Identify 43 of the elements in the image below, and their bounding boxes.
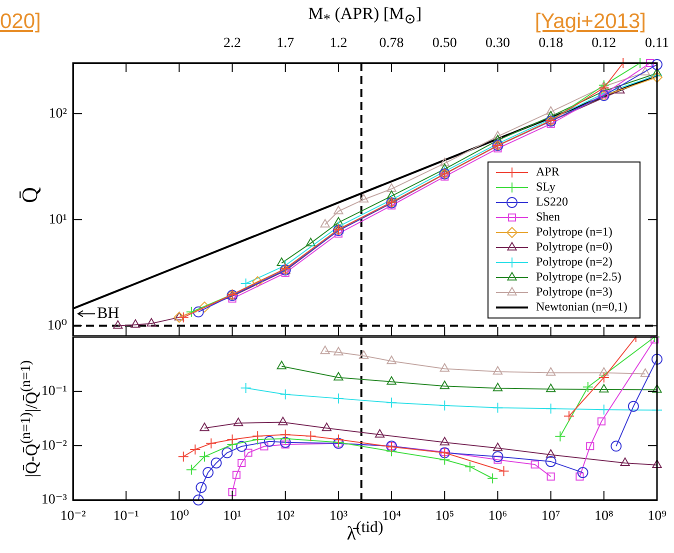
legend-label: Newtonian (n=0,1) xyxy=(536,300,628,314)
x-tick-label: 10² xyxy=(276,509,294,524)
text: 0.18 xyxy=(538,36,564,52)
legend-label: Polytrope (n=1) xyxy=(536,224,612,239)
y-tick-label: 10⁻¹ xyxy=(41,384,67,400)
x2-axis-title: M$_{*}$ (APR) [M$_{⊙}$] xyxy=(307,4,423,28)
x-tick-label: 10⁶ xyxy=(488,509,508,524)
x-tick-label: 10⁵ xyxy=(435,509,454,524)
x-tick-label: 10¹ xyxy=(223,509,242,524)
x-tick-label: 10⁸ xyxy=(594,509,614,524)
x-tick-label: 10⁷ xyxy=(541,509,560,524)
text: 0.30 xyxy=(484,36,511,52)
text: 0.78 xyxy=(378,36,405,52)
text: 0.50 xyxy=(431,36,458,52)
y-tick-label: 10¹ xyxy=(48,212,67,228)
x-tick-label: 10⁹ xyxy=(648,509,667,524)
legend-label: Polytrope (n=3) xyxy=(536,284,612,299)
ref-line-label: BH xyxy=(97,304,120,322)
text: 1.2 xyxy=(328,36,348,52)
x-tick-label: 10⁻¹ xyxy=(113,509,139,524)
text: 0.11 xyxy=(644,36,670,52)
text: 0.12 xyxy=(590,36,618,52)
text: 020] xyxy=(0,10,41,34)
y-tick-label: 10⁻² xyxy=(41,438,67,454)
text: [Yagi+2013] xyxy=(534,10,646,34)
y-axis-title: Q̄ xyxy=(17,186,43,205)
legend-label: Polytrope (n=2) xyxy=(536,254,612,269)
legend-label: APR xyxy=(536,164,560,179)
legend-label: SLy xyxy=(536,180,556,194)
x-axis-title: λ̄$^{(tid)}$ xyxy=(346,519,384,544)
x-tick-label: 10³ xyxy=(329,509,348,524)
x-tick-label: 10⁻² xyxy=(60,509,86,524)
text: 1.7 xyxy=(276,36,296,52)
legend-label: Polytrope (n=0) xyxy=(536,240,612,254)
y-tick-label: 10² xyxy=(48,106,67,122)
legend-label: Polytrope (n=2.5) xyxy=(536,270,622,284)
legend-label: LS220 xyxy=(536,194,568,209)
x-tick-label: 10⁰ xyxy=(169,509,190,524)
x-tick-label: 10⁴ xyxy=(382,509,402,524)
y-tick-label: 10⁰ xyxy=(47,318,68,334)
y-tick-label: 10⁻³ xyxy=(41,492,67,508)
legend-label: Shen xyxy=(536,210,560,224)
text: 2.2 xyxy=(222,36,242,52)
